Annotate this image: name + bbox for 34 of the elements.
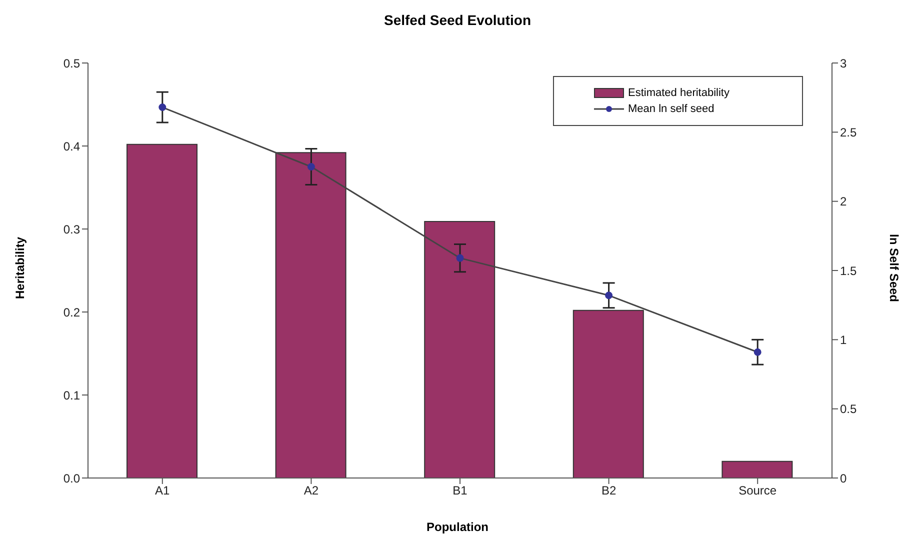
x-tick-label: B2 (601, 484, 616, 498)
y2-tick-label: 2 (840, 194, 847, 209)
bar (424, 221, 496, 478)
bar (722, 460, 793, 478)
chart-title: Selfed Seed Evolution (382, 12, 532, 28)
point (307, 163, 315, 170)
y2-tick-label: 0 (840, 471, 847, 486)
y2-axis-title: ln Self Seed (887, 234, 901, 302)
x-tick-label: B1 (452, 484, 468, 498)
point (605, 292, 613, 300)
y-tick-label: 0.1 (63, 388, 80, 402)
y-tick-label: 0.2 (63, 305, 80, 320)
legend-label: Mean ln self seed (628, 103, 714, 115)
x-axis-title: Population (426, 520, 490, 534)
bar (275, 152, 346, 478)
bar (572, 310, 644, 478)
y2-tick-label: 2.5 (840, 125, 858, 140)
y2-tick-label: 0.5 (840, 402, 858, 416)
x-tick-label: A2 (304, 484, 319, 498)
x-tick-label: A1 (155, 484, 170, 498)
point (158, 104, 166, 112)
y-tick-label: 0.4 (63, 139, 80, 154)
y2-tick-label: 1 (840, 332, 847, 347)
x-tick-label: Source (738, 484, 777, 498)
y-tick-label: 0.3 (63, 222, 80, 236)
y-tick-label: 0.0 (63, 471, 80, 486)
point (456, 254, 464, 262)
y-tick-label: 0.5 (63, 56, 80, 70)
point (754, 348, 762, 356)
bar (126, 144, 198, 478)
y2-tick-label: 1.5 (840, 264, 858, 278)
legend-label: Estimated heritability (628, 87, 730, 99)
y-axis-title: Heritability (13, 236, 28, 300)
y2-tick-label: 3 (840, 56, 847, 70)
